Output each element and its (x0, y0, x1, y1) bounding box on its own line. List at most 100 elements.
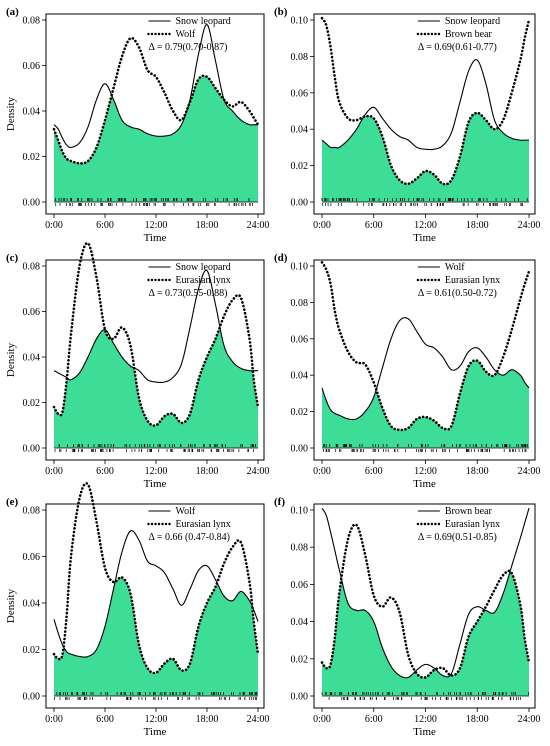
overlap-annotation: Δ = 0.66 (0.47-0.84) (148, 532, 230, 543)
panel-label: (e) (6, 496, 19, 508)
series-line-eurasian-lynx (320, 522, 531, 679)
legend-label: Eurasian lynx (175, 519, 230, 530)
rug-marks (323, 444, 528, 452)
y-tick-label: 0.10 (291, 506, 309, 517)
x-tick-label: 12:00 (145, 220, 168, 231)
y-tick-label: 0.00 (23, 198, 41, 209)
legend-label: Eurasian lynx (175, 275, 230, 286)
rug-marks (55, 198, 253, 206)
chart-panel-e: 0.00 0.02 0.04 0.06 0.08 0:00 6:00 12:00 18:00 24… (5, 481, 269, 738)
y-tick-label: 0.06 (23, 307, 41, 318)
series-line-eurasian-lynx (320, 261, 531, 432)
series-line-eurasian-lynx (52, 241, 260, 427)
overlap-annotation: Δ = 0.69(0.51-0.85) (418, 532, 497, 543)
x-tick-label: 12:00 (414, 714, 437, 725)
chart-panel-d: 0.00 0.02 0.04 0.06 0.08 0.10 0:00 6:00 12:00 18:… (274, 252, 540, 490)
x-tick-label: 18:00 (466, 466, 489, 477)
legend-label: Brown bear (445, 506, 493, 517)
y-tick-label: 0.06 (23, 61, 41, 72)
y-tick-label: 0.02 (23, 645, 41, 656)
y-tick-label: 0.08 (291, 298, 309, 309)
x-tick-label: 24:00 (518, 714, 541, 725)
legend-label: Brown bear (445, 29, 493, 40)
y-tick-label: 0.00 (23, 444, 41, 455)
legend-label: Snow leopard (445, 16, 500, 27)
y-tick-label: 0.04 (291, 371, 309, 382)
y-tick-label: 0.08 (23, 262, 41, 273)
panel-label: (a) (6, 6, 19, 18)
y-axis-label: Density (5, 342, 17, 377)
x-axis-label: Time (413, 726, 436, 738)
x-tick-label: 6:00 (96, 714, 114, 725)
x-tick-label: 6:00 (365, 466, 383, 477)
series-line-snow-leopard (53, 269, 258, 384)
y-tick-label: 0.02 (23, 398, 41, 409)
legend: Snow leopard Eurasian lynx Δ = 0.73(0.55-0… (147, 262, 231, 299)
rug-marks (321, 692, 530, 700)
y-tick-label: 0.06 (291, 580, 309, 591)
series-line-brown-bear (321, 507, 530, 679)
legend: Snow leopard Brown bear Δ = 0.69(0.61-0.77… (416, 16, 500, 53)
y-tick-label: 0.04 (23, 353, 41, 364)
legend-label: Eurasian lynx (445, 275, 500, 286)
series-line-eurasian-lynx (52, 481, 260, 675)
series-line-wolf (53, 529, 259, 658)
x-tick-label: 6:00 (365, 220, 383, 231)
overlap-area (54, 327, 258, 448)
legend: Snow leopard Wolf Δ = 0.79(0.70-0.87) (147, 16, 231, 53)
overlap-annotation: Δ = 0.73(0.55-0.88) (148, 288, 227, 299)
plot-frame (313, 503, 536, 709)
legend-label: Wolf (175, 506, 195, 517)
y-tick-label: 0.04 (23, 599, 41, 610)
x-tick-label: 0:00 (313, 220, 331, 231)
x-tick-label: 24:00 (518, 466, 541, 477)
y-tick-label: 0.02 (291, 654, 309, 665)
legend: Brown bear Eurasian lynx Δ = 0.69(0.51-0.8… (416, 506, 500, 543)
y-tick-label: 0.04 (291, 125, 309, 136)
y-tick-label: 0.02 (291, 161, 309, 172)
series-line-brown-bear (320, 16, 531, 186)
x-axis-label: Time (413, 232, 436, 244)
x-tick-label: 18:00 (466, 714, 489, 725)
x-axis-label: Time (144, 478, 167, 490)
rug-marks (321, 198, 528, 206)
legend: Wolf Eurasian lynx Δ = 0.66 (0.47-0.84) (147, 506, 231, 543)
y-tick-label: 0.08 (291, 543, 309, 554)
rug-marks (54, 444, 256, 452)
y-tick-label: 0.04 (291, 617, 309, 628)
x-tick-label: 12:00 (145, 466, 168, 477)
x-tick-label: 0:00 (45, 466, 63, 477)
overlap-area (322, 571, 529, 696)
legend-label: Eurasian lynx (445, 519, 500, 530)
chart-panel-a: 0.00 0.02 0.04 0.06 0.08 0:00 6:00 12:00 18:00 24… (5, 6, 269, 244)
overlap-annotation: Δ = 0.69(0.61-0.77) (418, 42, 497, 53)
x-tick-label: 24:00 (518, 220, 541, 231)
x-tick-label: 12:00 (145, 714, 168, 725)
legend: Wolf Eurasian lynx Δ = 0.61(0.50-0.72) (416, 262, 500, 299)
x-tick-label: 18:00 (196, 466, 219, 477)
y-axis-label: Density (5, 96, 17, 131)
chart-panel-b: 0.00 0.02 0.04 0.06 0.08 0.10 0:00 6:00 12:00 18:… (274, 6, 540, 244)
plot-frame (313, 13, 536, 215)
overlap-annotation: Δ = 0.79(0.70-0.87) (148, 42, 227, 53)
x-tick-label: 24:00 (247, 466, 270, 477)
y-axis-label: Density (5, 588, 17, 623)
plot-frame (313, 259, 536, 461)
y-tick-label: 0.02 (23, 152, 41, 163)
y-tick-label: 0.06 (291, 88, 309, 99)
series-line-wolf (321, 317, 530, 421)
overlap-area (322, 112, 529, 202)
legend-label: Snow leopard (175, 16, 230, 27)
overlap-area (54, 577, 258, 696)
chart-panel-c: 0.00 0.02 0.04 0.06 0.08 0:00 6:00 12:00 18:00 24… (5, 241, 270, 490)
chart-panel-f: 0.00 0.02 0.04 0.06 0.08 0.10 0:00 6:00 12:00 18:… (274, 496, 540, 738)
x-tick-label: 18:00 (196, 714, 219, 725)
legend-label: Snow leopard (175, 262, 230, 273)
panel-label: (b) (274, 6, 288, 18)
x-tick-label: 6:00 (365, 714, 383, 725)
panel-label: (c) (6, 252, 19, 264)
plot-frame (45, 503, 265, 709)
y-tick-label: 0.10 (291, 262, 309, 273)
y-tick-label: 0.08 (23, 16, 41, 27)
